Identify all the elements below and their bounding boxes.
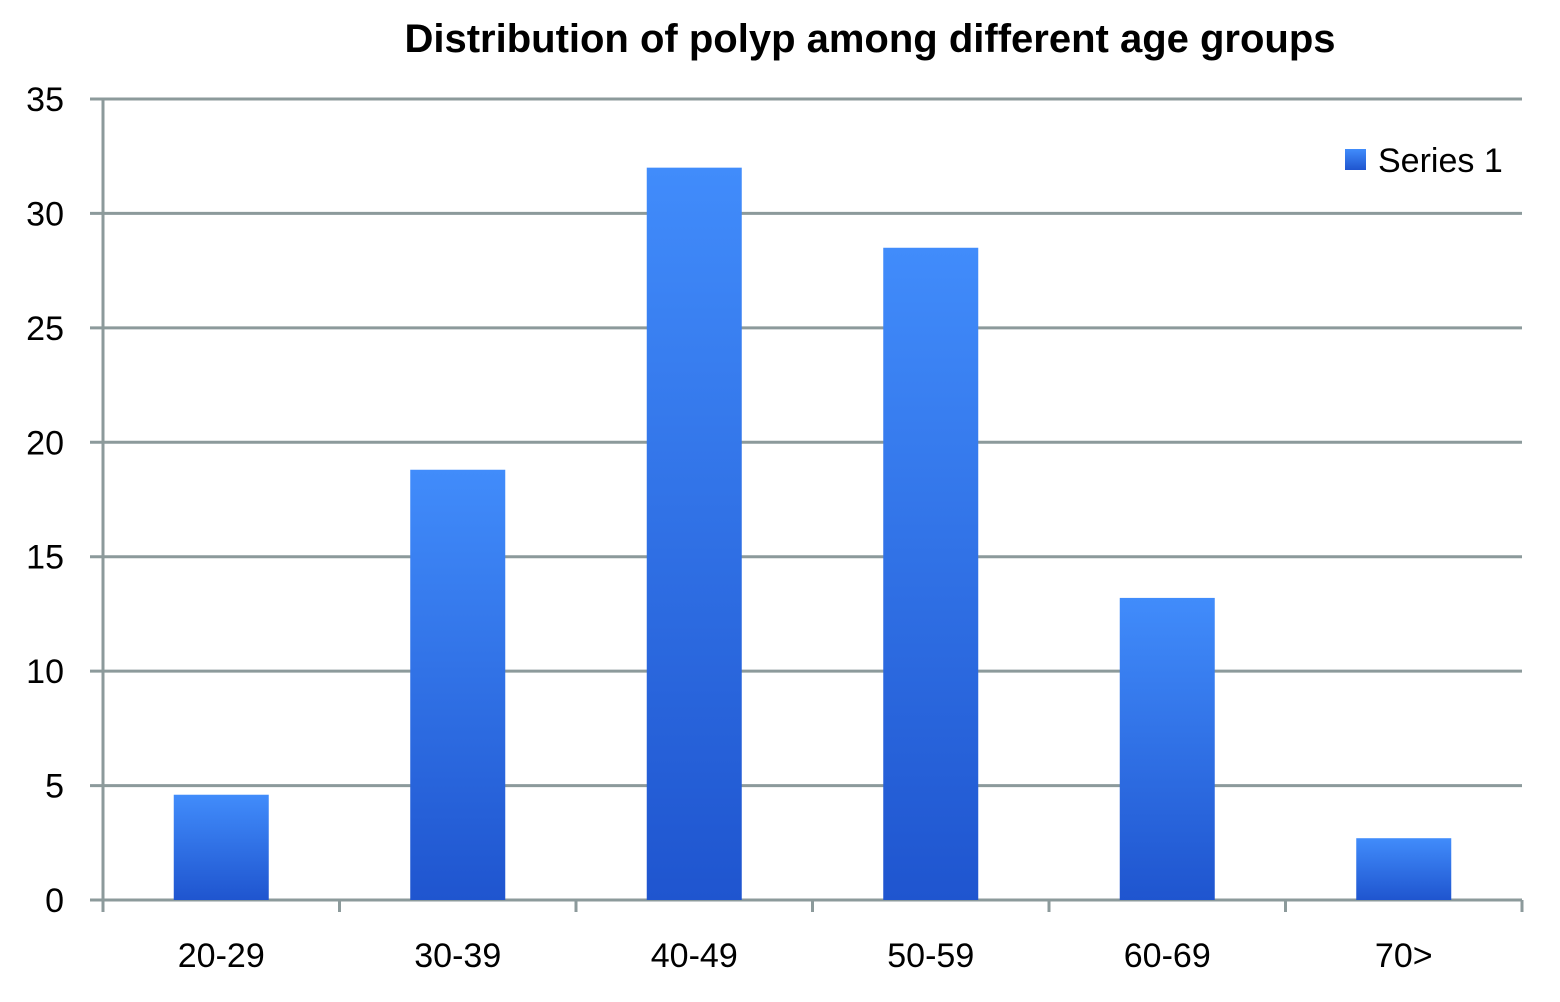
bar [646,167,742,900]
bar [173,794,269,900]
bar [1119,597,1215,900]
x-tick-label: 60-69 [1124,937,1211,975]
legend-label: Series 1 [1378,142,1503,180]
x-tick-label: 20-29 [178,937,265,975]
x-tick-label: 70> [1375,937,1433,975]
x-tick-label: 30-39 [414,937,501,975]
y-tick-label: 35 [26,81,64,119]
x-tick-label: 50-59 [887,937,974,975]
y-tick-label: 25 [26,310,64,348]
bar [883,247,979,900]
y-tick-label: 30 [26,195,64,233]
y-tick-label: 0 [45,882,64,920]
bar [410,469,506,900]
y-tick-label: 5 [45,768,64,806]
y-tick-label: 10 [26,653,64,691]
bar [1356,838,1452,900]
legend-swatch [1345,149,1366,170]
legend: Series 1 [1345,142,1503,180]
x-tick-label: 40-49 [651,937,738,975]
chart-title: Distribution of polyp among different ag… [404,17,1335,61]
y-tick-label: 20 [26,424,64,462]
y-tick-label: 15 [26,539,64,577]
